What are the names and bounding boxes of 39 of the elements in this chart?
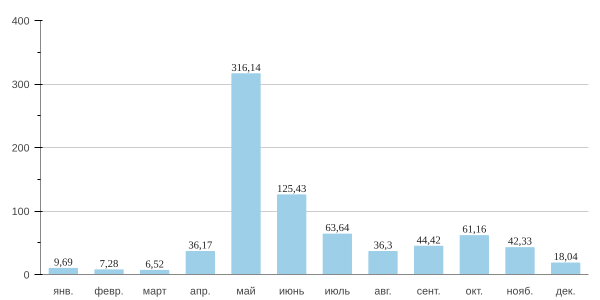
data-label: 63,64 bbox=[325, 223, 350, 234]
y-tick-label: 400 bbox=[12, 16, 30, 28]
bar bbox=[277, 194, 306, 274]
x-tick-label: янв. bbox=[53, 286, 74, 298]
y-tick-label: 200 bbox=[12, 142, 30, 154]
y-tick-label: 100 bbox=[12, 206, 30, 218]
x-tick-label: нояб. bbox=[506, 286, 534, 298]
x-tick-label: окт. bbox=[466, 286, 484, 298]
data-label: 18,04 bbox=[554, 252, 578, 264]
x-tick-label: май bbox=[236, 286, 256, 298]
x-tick-label: дек. bbox=[556, 286, 576, 298]
bar bbox=[414, 246, 444, 274]
bar bbox=[551, 262, 580, 274]
data-label: 36,17 bbox=[188, 240, 213, 252]
data-label: 9,69 bbox=[54, 257, 73, 268]
x-tick-label: июнь bbox=[278, 286, 305, 298]
bar bbox=[186, 251, 215, 274]
x-tick-label: февр. bbox=[94, 286, 124, 298]
x-tick-label: июль bbox=[324, 286, 351, 298]
bar bbox=[460, 235, 489, 274]
y-tick-label: 300 bbox=[12, 79, 30, 91]
data-label: 7,28 bbox=[100, 258, 118, 270]
x-tick-label: март bbox=[142, 286, 167, 298]
bar bbox=[322, 234, 352, 274]
x-tick-label: сент. bbox=[416, 286, 441, 298]
bar bbox=[368, 250, 398, 274]
data-label: 6,52 bbox=[145, 259, 164, 270]
bar bbox=[48, 268, 78, 274]
x-tick-label: авг. bbox=[374, 286, 392, 298]
bar bbox=[231, 73, 261, 274]
data-label: 125,43 bbox=[277, 184, 306, 195]
data-label: 36,3 bbox=[374, 240, 392, 252]
data-label: 44,42 bbox=[416, 235, 441, 246]
data-label: 316,14 bbox=[231, 62, 262, 74]
data-label: 42,33 bbox=[508, 236, 532, 248]
y-tick-label: 0 bbox=[24, 270, 30, 282]
x-tick-label: апр. bbox=[190, 286, 211, 298]
bar bbox=[505, 247, 535, 274]
data-label: 61,16 bbox=[462, 224, 487, 236]
